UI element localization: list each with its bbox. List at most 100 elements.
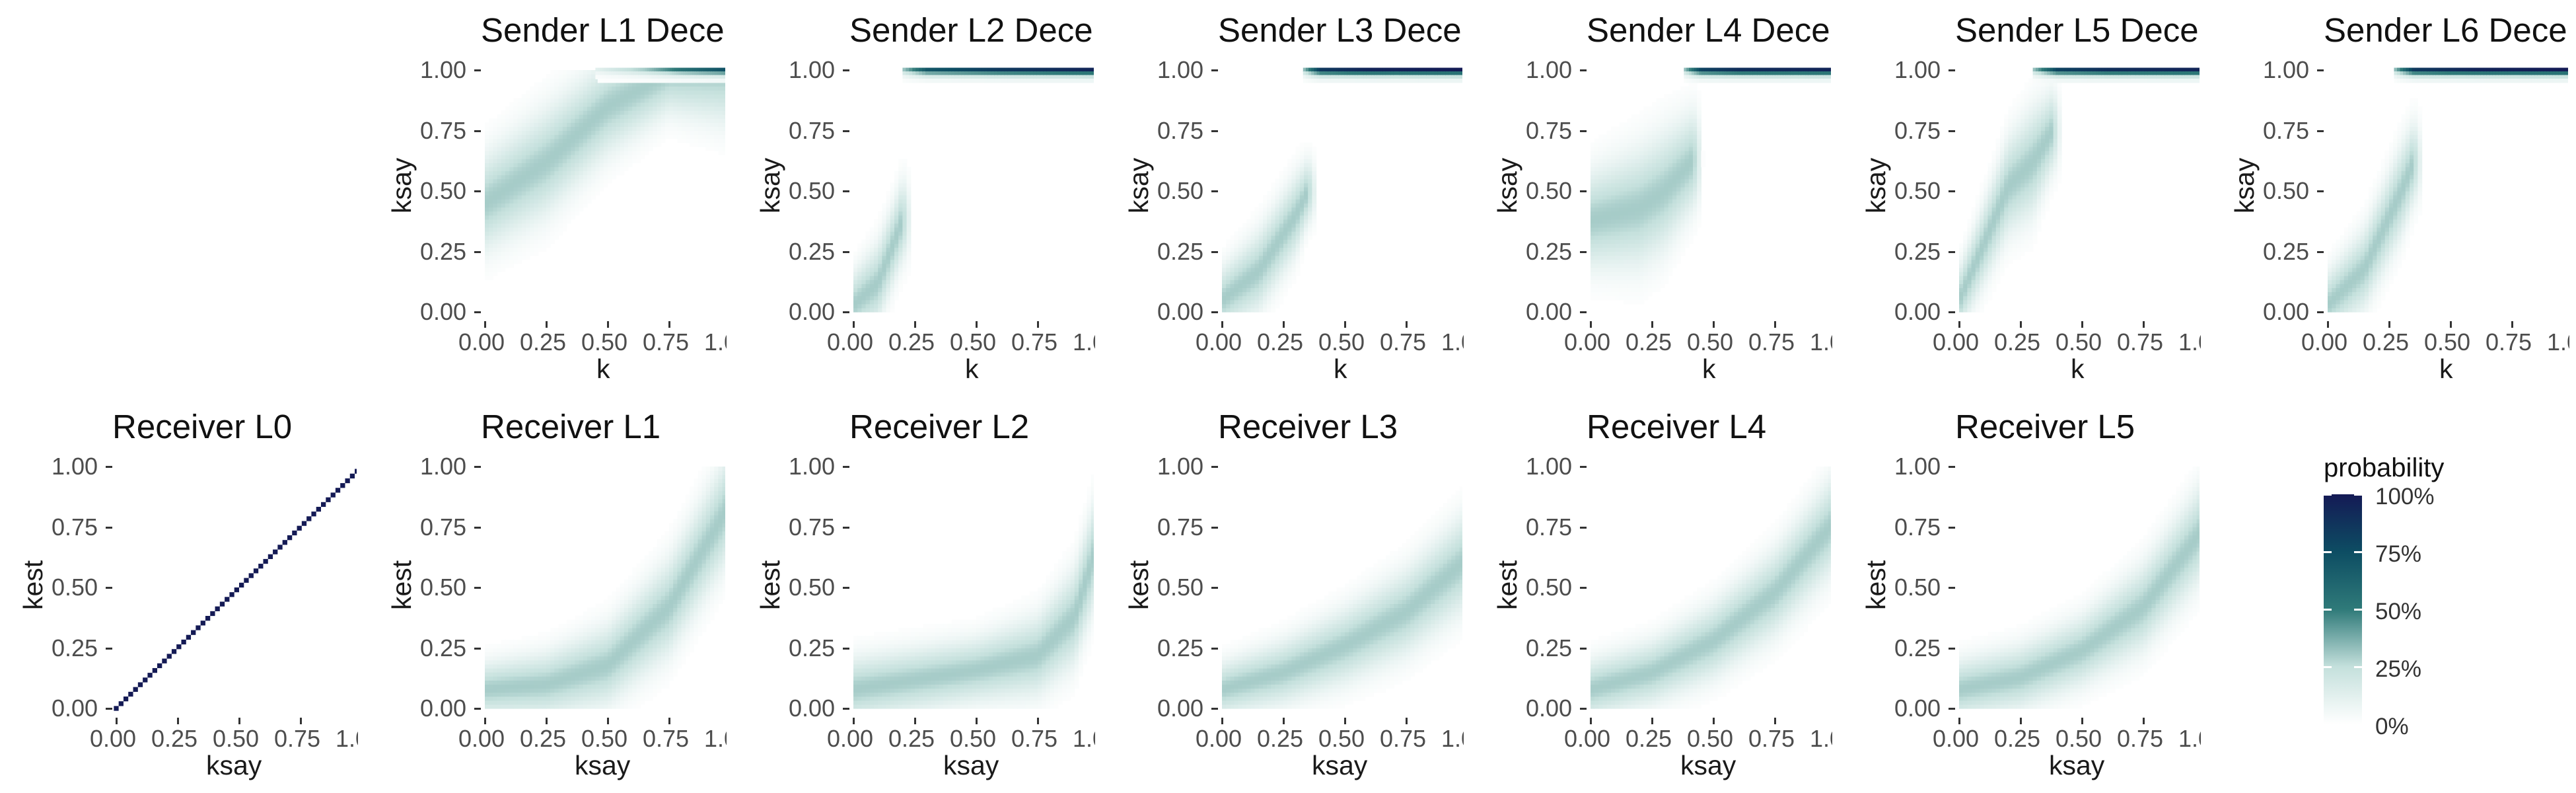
- heatmap-cell: [534, 231, 539, 236]
- heatmap-cell: [674, 78, 677, 83]
- heatmap-cell: [567, 191, 571, 196]
- heatmap-cell: [1656, 159, 1661, 163]
- heatmap-cell: [664, 122, 670, 127]
- heatmap-cell: [1656, 178, 1661, 184]
- heatmap-cell: [1627, 170, 1632, 176]
- heatmap-cell: [1635, 167, 1640, 172]
- heatmap-cell: [1639, 211, 1645, 216]
- heatmap-cell: [638, 78, 641, 83]
- heatmap-cell: [587, 195, 592, 200]
- heatmap-cell: [538, 134, 543, 139]
- heatmap-cell: [1448, 67, 1452, 72]
- heatmap-cell: [890, 186, 895, 192]
- heatmap-cell: [719, 75, 722, 79]
- heatmap-cell: [1606, 159, 1612, 163]
- heatmap-cell: [534, 191, 539, 196]
- heatmap-cell: [1647, 106, 1653, 111]
- heatmap-cell: [1254, 283, 1260, 288]
- heatmap-cell: [912, 78, 916, 83]
- heatmap-cell: [1635, 276, 1640, 280]
- heatmap-cell: [1234, 263, 1239, 268]
- heatmap-cell: [620, 159, 625, 163]
- heatmap-cell: [673, 130, 678, 135]
- heatmap-cell: [1676, 130, 1681, 135]
- heatmap-cell: [575, 90, 580, 95]
- heatmap-cell: [1697, 94, 1701, 99]
- heatmap-cell: [1780, 78, 1783, 83]
- heatmap-cell: [1606, 167, 1612, 172]
- heatmap-cell: [1697, 223, 1701, 228]
- x-axis: 0.000.250.500.751.00: [1192, 328, 1464, 358]
- heatmap-cell: [694, 71, 698, 76]
- heatmap-cell: [526, 255, 530, 260]
- heatmap-cell: [1697, 134, 1701, 139]
- heatmap-cell: [628, 90, 633, 95]
- heatmap-cell: [575, 146, 580, 151]
- heatmap-cell: [505, 146, 510, 151]
- heatmap-cell: [685, 110, 690, 115]
- heatmap-cell: [1429, 78, 1433, 83]
- heatmap-cell: [1338, 78, 1342, 83]
- heatmap-cell: [521, 170, 526, 176]
- heatmap-cell: [1238, 231, 1243, 236]
- heatmap-cell: [608, 151, 612, 155]
- heatmap-cell: [669, 67, 672, 72]
- heatmap-cell: [1750, 67, 1753, 72]
- heatmap-cell: [1717, 67, 1720, 72]
- heatmap-cell: [509, 122, 514, 127]
- heatmap-cell: [1643, 255, 1649, 260]
- heatmap-cell: [714, 114, 719, 119]
- heatmap-cell: [562, 203, 567, 208]
- heatmap-cell: [1635, 215, 1640, 220]
- heatmap-cell: [1602, 178, 1608, 184]
- heatmap-cell: [1660, 231, 1665, 236]
- heatmap-cell: [929, 71, 933, 76]
- heatmap-cell: [1656, 155, 1661, 159]
- heatmap-cell: [636, 82, 641, 87]
- heatmap-cell: [1668, 272, 1673, 276]
- heatmap-cell: [1598, 272, 1604, 276]
- heatmap-cell: [1238, 251, 1243, 256]
- heatmap-cell: [1344, 67, 1347, 72]
- heatmap-cell: [1704, 67, 1707, 72]
- heatmap-cell: [1437, 67, 1441, 72]
- heatmap-cell: [1772, 78, 1776, 83]
- heatmap-cell: [620, 86, 625, 91]
- heatmap-cell: [542, 78, 547, 83]
- heatmap-cell: [1664, 255, 1669, 260]
- x-tick-mark: [1037, 321, 1039, 328]
- heatmap-cell: [1287, 263, 1292, 268]
- heatmap-cell: [1246, 263, 1251, 268]
- heatmap-cell: [951, 78, 956, 83]
- heatmap-cell: [567, 114, 571, 119]
- heatmap-cell: [1258, 223, 1264, 228]
- heatmap-cell: [558, 82, 563, 87]
- heatmap-cell: [1684, 178, 1690, 184]
- heatmap-cell: [489, 263, 493, 268]
- heatmap-cell: [1813, 78, 1816, 83]
- heatmap-cell: [1635, 151, 1640, 155]
- heatmap-cell: [676, 78, 680, 83]
- heatmap-cell: [878, 303, 882, 309]
- heatmap-cell: [1760, 67, 1764, 72]
- heatmap-cell: [664, 126, 670, 132]
- heatmap-cell: [1656, 174, 1661, 180]
- heatmap-cell: [1254, 259, 1260, 264]
- heatmap-cell: [1777, 75, 1781, 79]
- heatmap-cell: [558, 94, 563, 99]
- heatmap-cell: [1790, 75, 1794, 79]
- heatmap-cell: [526, 151, 530, 155]
- heatmap-cell: [521, 174, 526, 180]
- heatmap-cell: [869, 251, 875, 256]
- heatmap-cell: [558, 106, 563, 111]
- heatmap-cell: [505, 255, 510, 260]
- heatmap-cell: [1611, 203, 1616, 208]
- heatmap-cell: [1598, 227, 1604, 232]
- heatmap-cell: [497, 126, 502, 132]
- heatmap-cell: [1672, 118, 1677, 123]
- heatmap-cell: [1377, 67, 1380, 72]
- heatmap-cell: [521, 219, 526, 224]
- heatmap-cell: [1238, 267, 1243, 272]
- heatmap-cell: [677, 86, 682, 91]
- heatmap-cell: [1737, 67, 1740, 72]
